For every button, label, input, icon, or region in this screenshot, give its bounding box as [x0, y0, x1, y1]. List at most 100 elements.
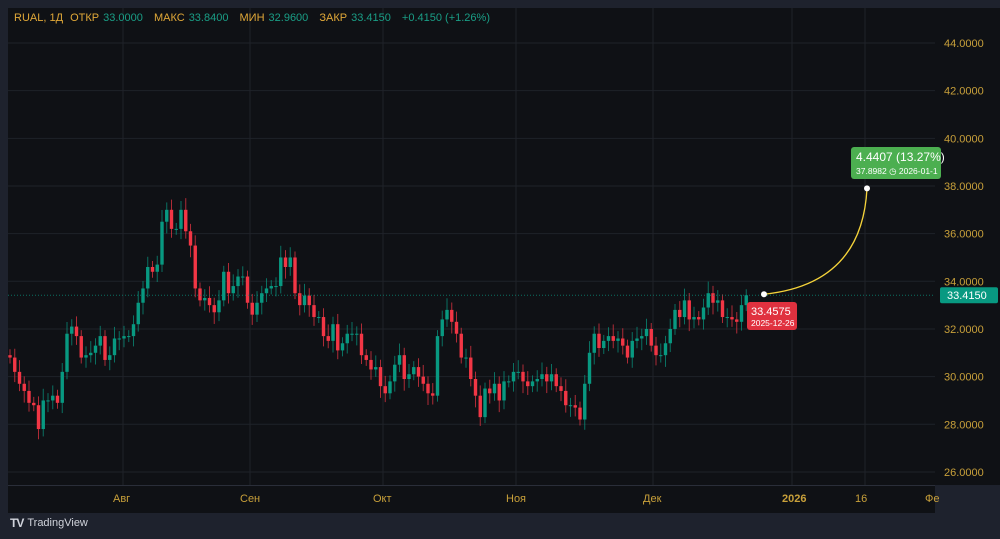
x-tick-label: Ноя [506, 493, 527, 505]
candle [312, 294, 316, 326]
low-label: МИН [239, 12, 265, 24]
projection-start-handle [761, 291, 767, 298]
candle-body [350, 333, 354, 335]
candle-body [22, 383, 26, 391]
candle [426, 376, 430, 405]
candle [393, 355, 397, 392]
candle-body [431, 393, 435, 396]
candle [383, 375, 387, 403]
candle [103, 330, 107, 366]
candle [564, 379, 568, 413]
candle [725, 308, 729, 328]
candle-body [459, 333, 463, 358]
candle [697, 311, 701, 326]
symbol-label[interactable]: RUAL, 1Д [14, 12, 64, 24]
candle-body [502, 381, 506, 401]
candle [174, 222, 178, 235]
candle-body [131, 324, 136, 337]
candle-body [445, 309, 449, 320]
candle [602, 334, 606, 354]
candle-body [393, 364, 397, 382]
candle-body [473, 379, 478, 396]
candle-body [621, 338, 625, 346]
candle-body [32, 402, 36, 406]
candle-body [236, 276, 240, 287]
candle [236, 269, 240, 298]
candle-body [46, 400, 50, 402]
candle [317, 311, 321, 324]
price-axis [935, 8, 1000, 485]
candle [507, 375, 511, 388]
candle [355, 326, 359, 346]
candle [70, 319, 74, 346]
candle-body [207, 297, 212, 306]
candle-body [326, 336, 330, 341]
candle-body [659, 355, 663, 357]
candle [331, 316, 335, 353]
candle [402, 347, 406, 391]
candle-body [412, 367, 416, 375]
candle-body [378, 367, 383, 387]
start-price-label: 33.4575 [751, 306, 791, 318]
candle [269, 280, 273, 295]
candle [117, 331, 121, 351]
candle [288, 247, 292, 276]
candle [13, 348, 17, 383]
tradingview-logo[interactable]: TV TradingView [10, 516, 88, 530]
candle-body [573, 405, 577, 408]
candle-body [611, 336, 615, 341]
candle [682, 288, 687, 325]
candle [136, 291, 140, 332]
candle [459, 327, 463, 364]
price-chart[interactable]: 44.0000 42.0000 40.0000 38.0000 36.0000 34.00… [8, 8, 1000, 485]
candle [678, 301, 682, 328]
candle-body [559, 386, 563, 391]
candle-body [193, 245, 197, 289]
candle [545, 366, 549, 394]
candle-body [283, 257, 288, 268]
candle-body [84, 355, 88, 358]
candle-body [364, 355, 368, 360]
candle [521, 364, 525, 394]
candle-body [336, 324, 340, 351]
candle-body [8, 355, 12, 358]
candle-body [554, 374, 558, 387]
candle-body [65, 333, 69, 372]
candle-body [583, 383, 587, 420]
candle [502, 371, 506, 410]
candle [60, 363, 64, 414]
x-tick-label: Дек [643, 493, 662, 505]
candle [583, 374, 587, 430]
candle [255, 291, 259, 323]
candle [179, 200, 183, 240]
candle [27, 380, 31, 412]
candle-body [464, 357, 468, 359]
candle-body [369, 359, 373, 370]
candle-body [245, 276, 250, 303]
candle [260, 285, 264, 315]
low-value: 32.9600 [268, 12, 309, 24]
candle [112, 326, 117, 363]
chart-panel[interactable]: 44.0000 42.0000 40.0000 38.0000 36.0000 34.00… [8, 8, 1000, 485]
candle [668, 318, 672, 353]
start-label-box [747, 302, 797, 330]
high-value: 33.8400 [188, 12, 229, 24]
candle [155, 255, 159, 283]
candle-body [89, 352, 93, 356]
candle [516, 360, 520, 380]
candle-body [155, 264, 159, 272]
candle-body [264, 288, 269, 294]
candle [435, 330, 440, 402]
candle-body [492, 383, 497, 394]
time-axis[interactable]: Авг Сен Окт Ноя Дек 2026 16 Фе [8, 485, 939, 513]
current-price-text: 33.4150 [947, 290, 987, 302]
candle-body [711, 293, 715, 303]
candle-body [402, 355, 406, 380]
candle-body [203, 297, 207, 301]
candle [51, 385, 55, 410]
candle [350, 322, 354, 342]
candle [8, 349, 12, 364]
candle [336, 313, 340, 360]
candle-body [160, 221, 164, 265]
candle-body [383, 386, 387, 394]
